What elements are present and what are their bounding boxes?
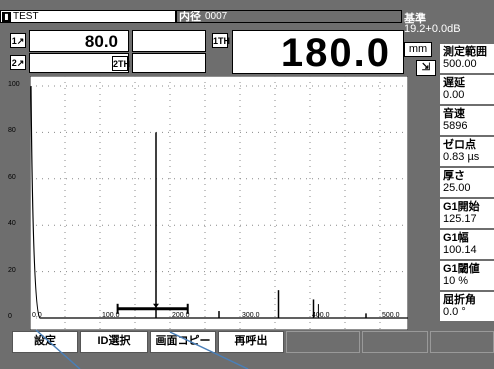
- initial-pulse: [30, 85, 408, 319]
- x-tick-label: 100.0: [102, 312, 120, 319]
- file-name: TEST: [13, 11, 39, 22]
- y-tick-label: 20: [8, 266, 16, 274]
- panel-item[interactable]: G1閾値 10 %: [440, 261, 494, 292]
- panel-item-label: G1幅: [443, 232, 469, 244]
- panel-item-value: 25.00: [443, 182, 471, 194]
- panel-item-value: 0.0 °: [443, 306, 466, 318]
- y-tick-label: 40: [8, 220, 16, 228]
- blank-softkey-6[interactable]: [362, 331, 428, 353]
- recall-softkey[interactable]: 再呼出: [218, 331, 284, 353]
- y-tick-label: 100: [8, 81, 20, 88]
- reading4-field[interactable]: [132, 53, 206, 73]
- a-scan-plot[interactable]: [30, 76, 408, 330]
- unit-label: mm: [404, 42, 432, 57]
- panel-item-value: 500.00: [443, 58, 477, 70]
- panel-item-label: ゼロ点: [443, 139, 476, 151]
- gain-label: 基準: [404, 13, 426, 25]
- panel-item[interactable]: 厚さ 25.00: [440, 168, 494, 199]
- panel-item-label: 厚さ: [443, 170, 465, 182]
- id-field[interactable]: 内径 0007: [176, 10, 402, 23]
- blank-softkey-7[interactable]: [430, 331, 494, 353]
- panel-item[interactable]: 測定範囲 500.00: [440, 44, 494, 75]
- main-reading-value: 180.0: [280, 31, 391, 74]
- y-tick-label: 0: [8, 313, 12, 320]
- reading1-field[interactable]: 80.0: [29, 30, 129, 52]
- gate1-icon: 1TH: [212, 33, 230, 48]
- panel-item-label: G1開始: [443, 201, 480, 213]
- panel-item-label: 屈折角: [443, 294, 476, 306]
- panel-item-value: 0.83 µs: [443, 151, 480, 163]
- plot-frame: [30, 76, 408, 330]
- panel-item-label: G1閾値: [443, 263, 480, 275]
- panel-item[interactable]: G1幅 100.14: [440, 230, 494, 261]
- x-tick-label: 0.0: [32, 312, 42, 319]
- reading3-field[interactable]: [132, 30, 206, 52]
- main-reading-field[interactable]: 180.0: [232, 30, 404, 74]
- y-tick-label: 80: [8, 127, 16, 135]
- panel-item-value: 125.17: [443, 213, 477, 225]
- x-tick-label: 500.0: [382, 312, 400, 319]
- reading1-icon: 1↗: [10, 33, 26, 48]
- x-tick-label: 400.0: [312, 312, 330, 319]
- file-name-field[interactable]: ▮ TEST: [0, 10, 176, 23]
- echo-trace: [30, 85, 408, 319]
- x-tick-label: 200.0: [172, 312, 190, 319]
- gate1-bar[interactable]: [116, 303, 189, 314]
- screen-copy-softkey[interactable]: 画面コピー: [150, 331, 216, 353]
- panel-item-value: 0.00: [443, 89, 465, 101]
- panel-item[interactable]: ゼロ点 0.83 µs: [440, 137, 494, 168]
- gate2-icon: 2TH: [112, 56, 130, 71]
- panel-item[interactable]: 屈折角 0.0 °: [440, 292, 494, 323]
- settings-softkey[interactable]: 設定: [12, 331, 78, 353]
- panel-item[interactable]: G1開始 125.17: [440, 199, 494, 230]
- panel-item-value: 10 %: [443, 275, 469, 287]
- panel-item[interactable]: 音速 5896: [440, 106, 494, 137]
- reading1-value: 80.0: [84, 32, 118, 51]
- plot-grid: [30, 76, 408, 330]
- blank-softkey-5[interactable]: [286, 331, 360, 353]
- id-value: 0007: [205, 11, 228, 22]
- panel-item-value: 100.14: [443, 244, 477, 256]
- panel-item-label: 音速: [443, 108, 465, 120]
- panel-item-label: 遅延: [443, 77, 465, 89]
- panel-item-value: 5896: [443, 120, 468, 132]
- x-tick-label: 300.0: [242, 312, 260, 319]
- id-label: 内径: [179, 11, 201, 23]
- file-icon: ▮: [2, 12, 11, 22]
- gain-value: 19.2+0.0dB: [404, 23, 461, 35]
- panel-item-label: 測定範囲: [443, 46, 487, 58]
- reading2-icon: 2↗: [10, 55, 26, 70]
- gain-display[interactable]: 基準 19.2+0.0dB: [404, 10, 494, 40]
- probe-icon: ⇲: [416, 60, 436, 76]
- reading2-field[interactable]: [29, 53, 129, 73]
- id-select-softkey[interactable]: ID選択: [80, 331, 148, 353]
- panel-item[interactable]: 遅延 0.00: [440, 75, 494, 106]
- gate-marker: [153, 303, 159, 308]
- y-tick-label: 60: [8, 173, 16, 181]
